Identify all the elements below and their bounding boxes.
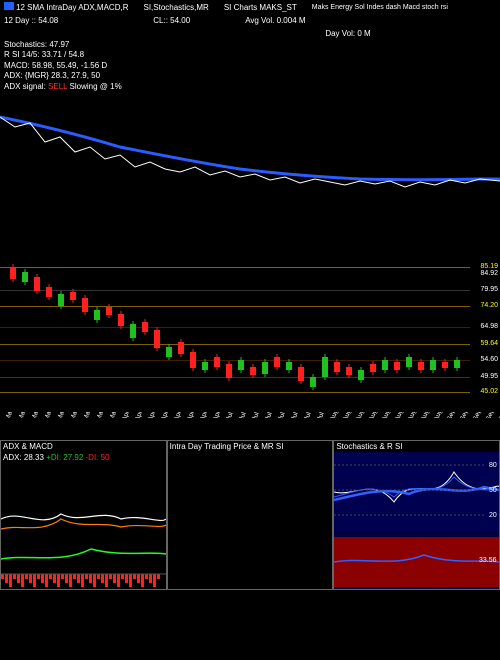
indicator2-label: SI,Stochastics,MR <box>143 3 208 12</box>
header-row-3: Day Vol: 0 M <box>0 27 500 40</box>
adx-signal-line: ADX signal: SELL Slowing @ 1% <box>4 82 496 92</box>
candlestick-chart: 85.1984.92 79.95 74.20 64.98 59.64 54.60 49.95… <box>0 262 500 412</box>
indicator1-label: 12 SMA IntraDay ADX,MACD,R <box>16 3 128 12</box>
date-tick: 07 Jul <box>236 417 246 419</box>
date-tick: 08 Mar <box>15 417 25 419</box>
y-axis-label: 74.20 <box>480 302 498 309</box>
date-tick: 24 Aug <box>405 417 415 419</box>
svg-text:33.56: 33.56 <box>479 557 497 564</box>
close-label: CL:: 54.00 <box>153 16 190 25</box>
date-tick: 13 Apr <box>145 417 155 419</box>
y-axis-label: 59.64 <box>480 340 498 347</box>
date-tick: 09 Sep <box>470 417 480 419</box>
svg-text:80: 80 <box>489 462 497 469</box>
date-tick: 22 Mar <box>67 417 77 419</box>
adx-panel-title: ADX & MACD <box>1 441 166 452</box>
date-tick: 17 Mar <box>54 417 64 419</box>
adx-signal-value: SELL <box>48 82 67 91</box>
date-tick: 10 Mar <box>28 417 38 419</box>
date-tick: 26 Aug <box>418 417 428 419</box>
date-tick: 19 Jul <box>275 417 285 419</box>
svg-text:20: 20 <box>489 512 497 519</box>
date-tick: 22 Apr <box>184 417 194 419</box>
y-axis-label: 79.95 <box>480 286 498 293</box>
date-axis: 06 Mar08 Mar10 Mar15 Mar17 Mar22 Mar24 M… <box>0 412 500 419</box>
intraday-panel: Intra Day Trading Price & MR SI <box>167 440 334 590</box>
date-tick: 31 Aug <box>431 417 441 419</box>
date-tick: 12 Jul <box>249 417 259 419</box>
date-tick: 06 Apr <box>119 417 129 419</box>
y-axis-label: 84.92 <box>480 270 498 277</box>
svg-text:50: 50 <box>489 487 497 494</box>
adx-macd-panel: ADX & MACD ADX: 28.33 +DI: 27.92 -DI: 50 <box>0 440 167 590</box>
stochastics-stat: Stochastics: 47.97 <box>4 40 496 50</box>
date-tick: 14 Jul <box>262 417 272 419</box>
rsi-stat: R SI 14/5: 33.71 / 54.8 <box>4 50 496 60</box>
date-tick: 29 Apr <box>210 417 220 419</box>
chart-label: SI Charts MAKS_ST <box>224 3 297 12</box>
ticker-name: Maks Energy Sol Indes dash Macd stoch rs… <box>312 4 448 11</box>
date-tick: 27 Apr <box>197 417 207 419</box>
date-tick: 14 Sep <box>483 417 493 419</box>
y-axis-label: 45.02 <box>480 388 498 395</box>
header-row-2: 12 Day :: 54.08 CL:: 54.00 Avg Vol. 0.00… <box>0 14 500 27</box>
intra-panel-title: Intra Day Trading Price & MR SI <box>168 441 333 452</box>
date-tick: 26 Jul <box>301 417 311 419</box>
y-axis-label: 54.60 <box>480 356 498 363</box>
date-tick: 05 Jul <box>223 417 233 419</box>
header-row-1: 12 SMA IntraDay ADX,MACD,R SI,Stochastic… <box>0 0 500 14</box>
date-tick: 02 Sep <box>444 417 454 419</box>
day-sma-label: 12 Day :: 54.08 <box>4 16 58 25</box>
date-tick: 24 Mar <box>80 417 90 419</box>
date-tick: 31 Mar <box>106 417 116 419</box>
date-tick: 21 Jul <box>288 417 298 419</box>
adx-panel-subtitle: ADX: 28.33 +DI: 27.92 -DI: 50 <box>1 452 166 463</box>
date-tick: 18 Apr <box>158 417 168 419</box>
stoch-panel-title: Stochastics & R SI <box>334 441 499 452</box>
date-tick: 19 Aug <box>392 417 402 419</box>
date-tick: 10 Aug <box>353 417 363 419</box>
day-vol-label: Day Vol: 0 M <box>325 29 370 38</box>
adx-stat: ADX: {MGR} 28.3, 27.9, 50 <box>4 71 496 81</box>
stochastics-panel: Stochastics & R SI 80 50 20 33.56 <box>333 440 500 590</box>
bottom-panels: ADX & MACD ADX: 28.33 +DI: 27.92 -DI: 50… <box>0 440 500 590</box>
y-axis-label: 85.19 <box>480 263 498 270</box>
main-line-chart <box>0 97 500 257</box>
date-tick: 29 Mar <box>93 417 103 419</box>
date-tick: 16 Sep <box>496 417 500 419</box>
stats-block: Stochastics: 47.97 R SI 14/5: 33.71 / 54… <box>0 40 500 92</box>
sma-color-swatch <box>4 2 14 10</box>
y-axis-label: 64.98 <box>480 323 498 330</box>
adx-signal-label: ADX signal: <box>4 82 46 91</box>
date-tick: 04 Aug <box>340 417 350 419</box>
date-tick: 20 Apr <box>171 417 181 419</box>
date-tick: 15 Mar <box>41 417 51 419</box>
avg-vol-label: Avg Vol. 0.004 M <box>245 16 305 25</box>
date-tick: 06 Mar <box>2 417 12 419</box>
adx-signal-extra: Slowing @ 1% <box>70 82 122 91</box>
date-tick: 02 Aug <box>327 417 337 419</box>
y-axis-label: 49.95 <box>480 373 498 380</box>
macd-stat: MACD: 58.98, 55.49, -1.56 D <box>4 61 496 71</box>
date-tick: 17 Aug <box>379 417 389 419</box>
date-tick: 07 Sep <box>457 417 467 419</box>
date-tick: 08 Apr <box>132 417 142 419</box>
date-tick: 12 Aug <box>366 417 376 419</box>
date-tick: 28 Jul <box>314 417 324 419</box>
